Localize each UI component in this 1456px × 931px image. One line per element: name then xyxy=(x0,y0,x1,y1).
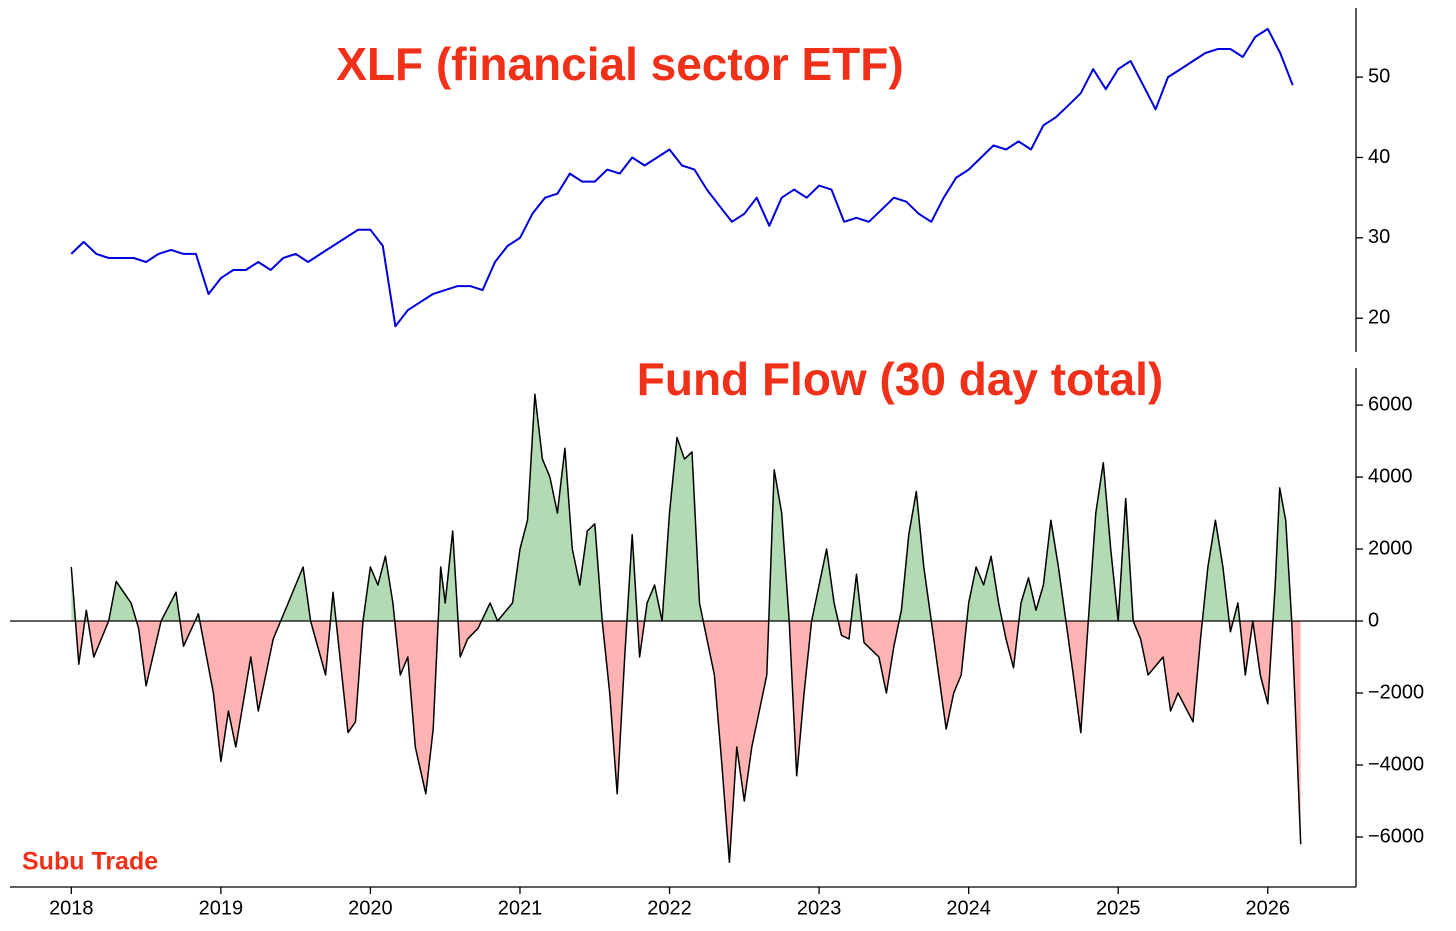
y-tick-label: −6000 xyxy=(1368,825,1424,847)
y-tick-label: −2000 xyxy=(1368,681,1424,703)
y-tick-label: 0 xyxy=(1368,609,1379,631)
x-tick-label: 2024 xyxy=(946,897,991,919)
series-line xyxy=(70,27,1294,328)
x-tick-label: 2020 xyxy=(348,897,393,919)
x-tick-label: 2018 xyxy=(49,897,94,919)
x-tick-label: 2023 xyxy=(797,897,842,919)
x-tick-label: 2019 xyxy=(199,897,244,919)
x-tick-label: 2021 xyxy=(498,897,543,919)
x-tick-label: 2022 xyxy=(647,897,692,919)
y-tick-label: 6000 xyxy=(1368,393,1413,415)
y-tick-label: 40 xyxy=(1368,146,1390,168)
x-tick-label: 2026 xyxy=(1246,897,1291,919)
y-tick-label: 2000 xyxy=(1368,537,1413,559)
series-line xyxy=(70,393,1302,863)
chart-title: XLF (financial sector ETF) xyxy=(336,38,903,90)
y-tick-label: 50 xyxy=(1368,65,1390,87)
y-tick-label: 20 xyxy=(1368,307,1390,329)
watermark: Subu Trade xyxy=(22,848,158,876)
negative-fill xyxy=(75,621,1301,863)
y-tick-label: −4000 xyxy=(1368,753,1424,775)
y-tick-label: 30 xyxy=(1368,226,1390,248)
positive-fill xyxy=(71,394,1301,622)
chart-title: Fund Flow (30 day total) xyxy=(637,353,1163,405)
x-tick-label: 2025 xyxy=(1096,897,1141,919)
y-tick-label: 4000 xyxy=(1368,465,1413,487)
